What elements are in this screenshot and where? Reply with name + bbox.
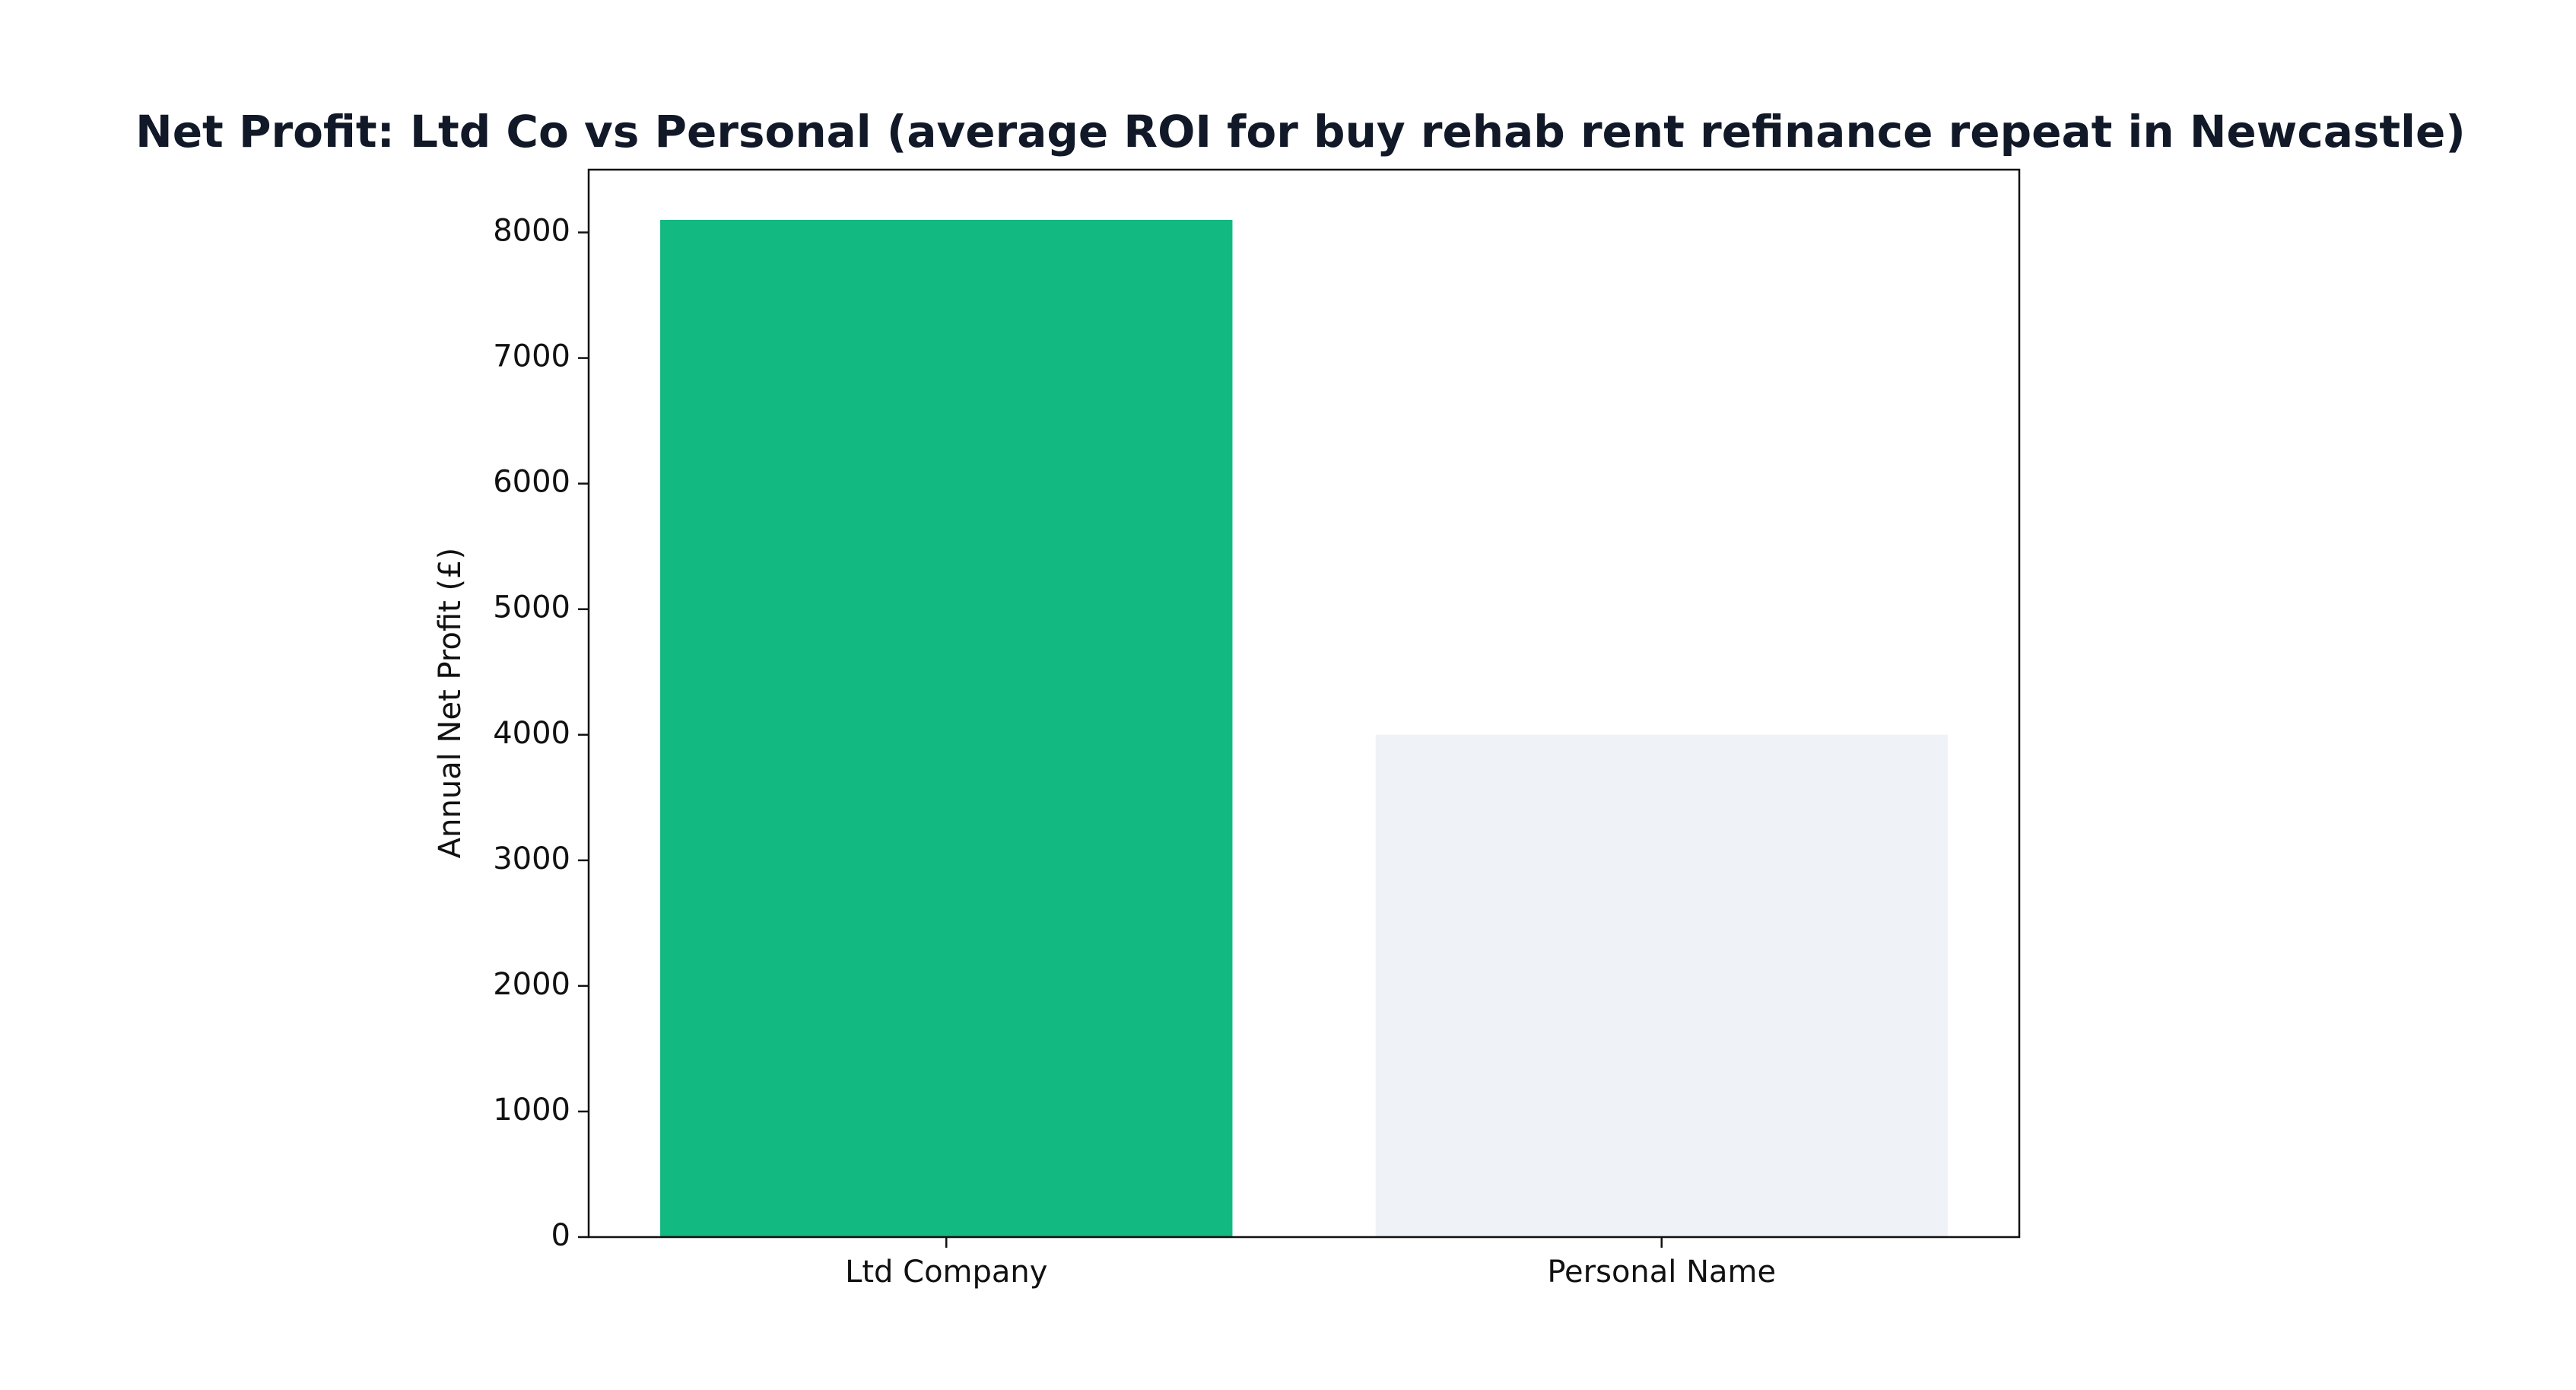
y-tick-label: 3000 xyxy=(493,841,570,876)
y-tick-label: 8000 xyxy=(493,214,570,249)
x-tick-label: Personal Name xyxy=(1547,1255,1776,1290)
chart-title: Net Profit: Ltd Co vs Personal (average … xyxy=(135,106,2466,157)
y-tick-label: 6000 xyxy=(493,465,570,500)
bar xyxy=(1375,734,1948,1237)
plot-frame xyxy=(587,168,2021,1239)
x-tick-label: Ltd Company xyxy=(845,1255,1047,1290)
y-tick-label: 0 xyxy=(551,1218,570,1253)
y-axis-label: Annual Net Profit (£) xyxy=(433,548,468,858)
y-tick-label: 7000 xyxy=(493,339,570,374)
bar xyxy=(660,220,1233,1237)
y-tick-label: 2000 xyxy=(493,967,570,1002)
y-tick-label: 5000 xyxy=(493,590,570,625)
y-tick-label: 1000 xyxy=(493,1093,570,1128)
y-tick-label: 4000 xyxy=(493,716,570,751)
